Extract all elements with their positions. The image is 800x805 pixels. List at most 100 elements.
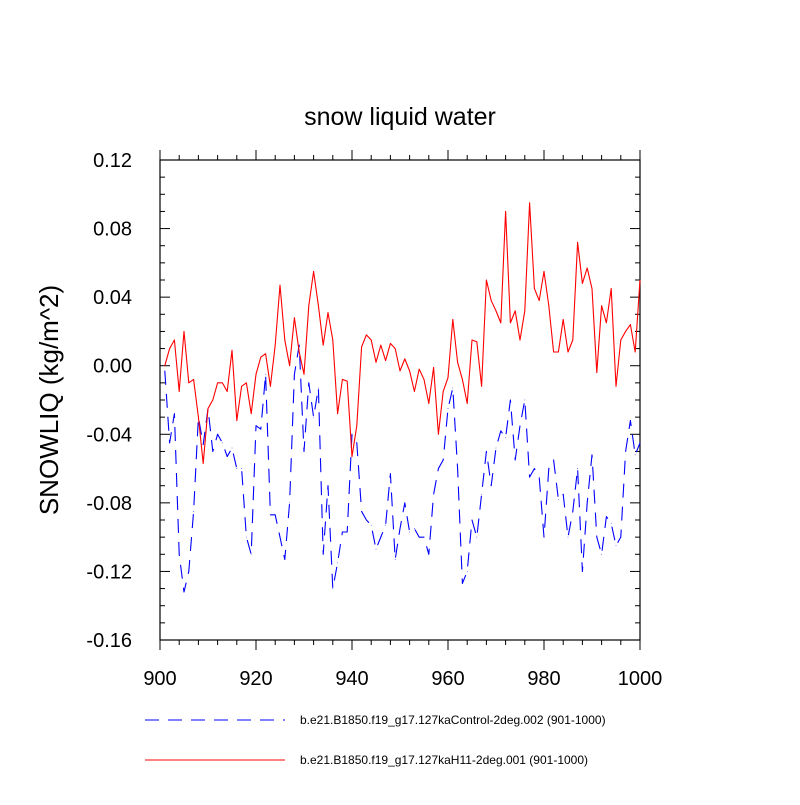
data-point-series-2 <box>394 348 396 349</box>
data-point-series-1 <box>193 511 195 512</box>
data-point-series-1 <box>370 524 372 526</box>
data-point-series-2 <box>212 399 214 401</box>
x-tick-label: 980 <box>527 668 560 690</box>
data-point-series-2 <box>366 334 367 336</box>
data-point-series-2 <box>351 456 353 457</box>
data-point-series-1 <box>279 536 281 538</box>
data-point-series-2 <box>529 202 530 204</box>
data-point-series-1 <box>265 373 266 375</box>
data-point-series-2 <box>582 283 583 284</box>
data-point-series-2 <box>183 331 185 332</box>
data-point-series-2 <box>298 351 300 353</box>
series-line-2 <box>164 202 641 464</box>
data-point-series-2 <box>303 373 305 375</box>
data-point-series-2 <box>399 370 401 372</box>
data-point-series-1 <box>471 519 473 521</box>
data-point-series-2 <box>342 379 343 380</box>
data-point-series-2 <box>586 267 588 269</box>
data-point-series-1 <box>361 511 362 512</box>
data-point-series-1 <box>639 442 641 444</box>
data-point-series-1 <box>615 545 617 547</box>
y-tick-label: 0.12 <box>93 150 132 172</box>
data-point-series-2 <box>279 284 281 286</box>
data-point-series-1 <box>289 502 290 504</box>
data-point-series-1 <box>385 524 386 526</box>
data-point-series-1 <box>356 442 358 444</box>
data-point-series-2 <box>274 344 276 346</box>
series-line-1 <box>164 344 641 593</box>
data-point-series-1 <box>490 485 492 487</box>
data-point-series-1 <box>538 476 540 478</box>
data-point-series-1 <box>606 516 607 517</box>
data-point-series-1 <box>548 468 550 469</box>
data-point-series-1 <box>270 514 271 516</box>
data-point-series-2 <box>322 344 324 346</box>
data-point-series-2 <box>174 339 175 341</box>
data-point-series-1 <box>231 447 233 449</box>
data-point-series-1 <box>308 382 310 384</box>
data-point-series-1 <box>236 468 238 469</box>
data-point-series-1 <box>169 442 171 444</box>
data-point-series-2 <box>178 391 180 392</box>
data-point-series-2 <box>289 365 290 367</box>
data-point-series-1 <box>510 399 511 401</box>
data-point-series-2 <box>260 356 262 358</box>
data-point-series-2 <box>207 408 209 409</box>
data-point-series-1 <box>452 387 454 389</box>
data-point-series-2 <box>222 382 223 384</box>
data-point-series-2 <box>164 365 166 367</box>
y-tick-label: 0.04 <box>93 287 132 309</box>
data-point-series-1 <box>342 531 343 533</box>
data-point-series-1 <box>404 502 406 504</box>
data-point-series-1 <box>414 528 415 529</box>
y-tick-label: -0.08 <box>86 493 132 515</box>
data-point-series-2 <box>457 361 458 363</box>
data-point-series-2 <box>562 319 564 320</box>
data-point-series-2 <box>246 382 247 384</box>
data-point-series-2 <box>634 351 636 353</box>
data-point-series-1 <box>476 536 478 538</box>
data-point-series-1 <box>332 588 334 589</box>
data-point-series-2 <box>265 353 266 355</box>
data-point-series-1 <box>303 451 305 452</box>
data-point-series-2 <box>548 305 550 307</box>
data-point-series-2 <box>270 385 271 387</box>
data-point-series-1 <box>625 451 626 452</box>
data-point-series-2 <box>490 300 492 301</box>
chart-title: snow liquid water <box>304 103 496 131</box>
data-point-series-1 <box>313 416 314 418</box>
data-point-series-1 <box>562 493 564 495</box>
data-point-series-2 <box>198 416 199 418</box>
data-point-series-1 <box>351 433 353 435</box>
data-point-series-2 <box>318 305 319 307</box>
data-point-series-1 <box>390 473 391 475</box>
data-point-series-2 <box>370 339 372 341</box>
data-point-series-2 <box>423 379 425 380</box>
data-point-series-1 <box>558 499 559 500</box>
data-point-series-1 <box>442 459 444 461</box>
data-point-series-1 <box>529 476 530 478</box>
data-point-series-2 <box>418 368 420 370</box>
y-tick-label: 0.08 <box>93 219 132 241</box>
data-point-series-1 <box>318 387 319 389</box>
data-point-series-2 <box>193 379 195 380</box>
data-point-series-2 <box>543 271 545 272</box>
data-point-series-2 <box>466 403 468 404</box>
data-point-series-2 <box>630 324 631 325</box>
data-point-series-2 <box>255 373 257 375</box>
data-point-series-1 <box>567 536 569 538</box>
data-point-series-1 <box>572 511 574 512</box>
data-point-series-2 <box>447 377 449 379</box>
legend-label-1: b.e21.B1850.f19_g17.127kaControl-2deg.00… <box>300 713 606 727</box>
data-point-series-1 <box>543 536 545 538</box>
legend-label-2: b.e21.B1850.f19_g17.127kaH11-2deg.001 (9… <box>300 753 588 767</box>
data-point-series-1 <box>447 408 449 409</box>
y-tick-label: 0.00 <box>93 356 132 378</box>
y-tick-label: -0.16 <box>86 630 132 652</box>
data-point-series-2 <box>495 310 497 312</box>
data-point-series-1 <box>366 519 367 521</box>
x-tick-label: 960 <box>431 668 464 690</box>
data-point-series-1 <box>481 493 482 495</box>
data-point-series-1 <box>428 553 430 555</box>
